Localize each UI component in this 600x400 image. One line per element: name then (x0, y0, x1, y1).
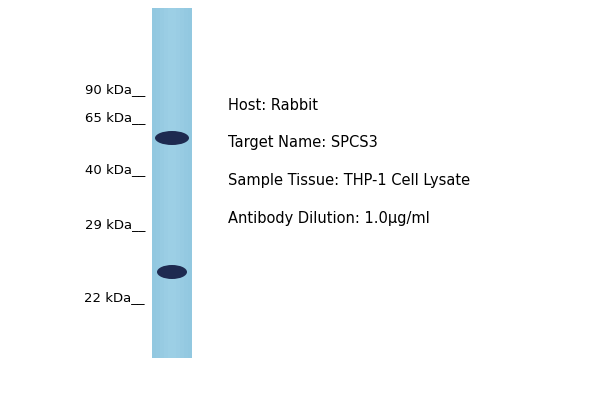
Text: 22 kDa__: 22 kDa__ (85, 292, 145, 304)
Ellipse shape (157, 265, 187, 279)
Text: 40 kDa__: 40 kDa__ (85, 164, 145, 176)
Text: 90 kDa__: 90 kDa__ (85, 84, 145, 96)
Text: Target Name: SPCS3: Target Name: SPCS3 (228, 136, 378, 150)
Text: Host: Rabbit: Host: Rabbit (228, 98, 318, 112)
Ellipse shape (155, 131, 189, 145)
Text: 29 kDa__: 29 kDa__ (85, 218, 145, 232)
Text: Antibody Dilution: 1.0µg/ml: Antibody Dilution: 1.0µg/ml (228, 212, 430, 226)
Text: Sample Tissue: THP-1 Cell Lysate: Sample Tissue: THP-1 Cell Lysate (228, 174, 470, 188)
Text: 65 kDa__: 65 kDa__ (85, 112, 145, 124)
